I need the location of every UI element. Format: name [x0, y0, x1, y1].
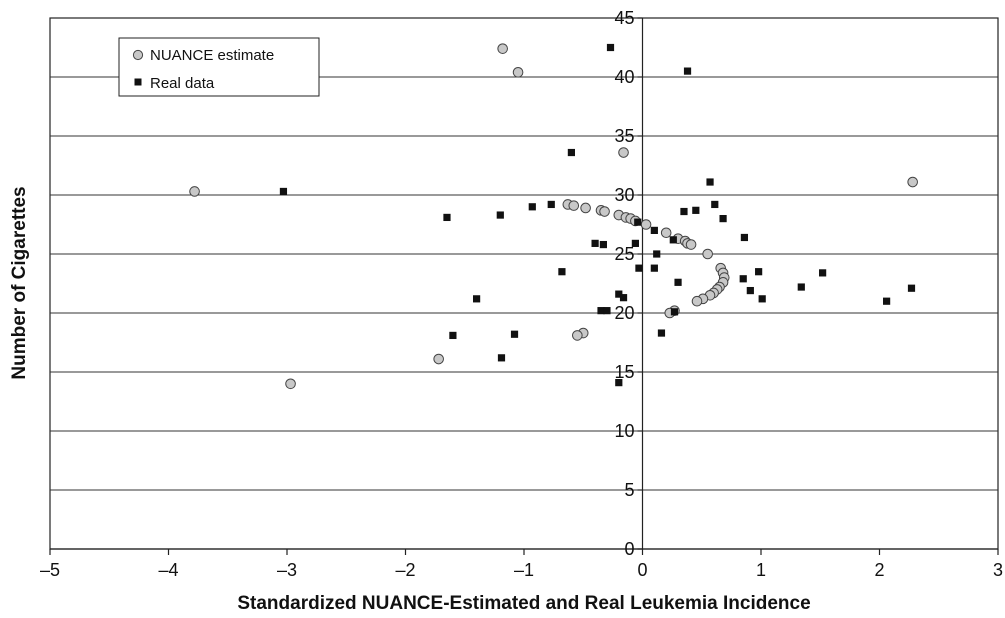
real-point-25: [755, 268, 763, 276]
nuance-point-15: [660, 227, 672, 239]
data-points: [189, 43, 918, 390]
real-point-29: [797, 283, 805, 291]
real-point-26: [819, 269, 827, 277]
real-point-41: [657, 329, 666, 337]
x-tick-label-7: 2: [874, 560, 884, 580]
axes: [49, 17, 999, 555]
x-tick-label-3: –2: [395, 560, 415, 580]
y-tick-label-3: 15: [614, 362, 634, 382]
y-tick-label-2: 10: [614, 421, 634, 441]
real-point-31: [473, 295, 481, 303]
gridlines: [50, 76, 998, 491]
legend-box: [118, 37, 320, 97]
real-point-30: [907, 284, 916, 292]
real-point-43: [615, 379, 623, 387]
nuance-point-3: [618, 147, 629, 158]
y-axis-title: Number of Cigarettes: [9, 186, 30, 379]
real-point-33: [619, 294, 628, 302]
real-point-17: [591, 239, 599, 247]
real-point-28: [746, 286, 754, 295]
y-tick-label-6: 30: [614, 185, 634, 205]
real-point-4: [706, 178, 714, 186]
y-tick-label-4: 20: [614, 303, 634, 323]
nuance-point-34: [572, 330, 583, 341]
real-point-5: [443, 213, 451, 222]
real-point-22: [635, 264, 643, 272]
real-point-24: [739, 275, 747, 283]
real-point-12: [680, 207, 688, 216]
y-tick-label-0: 0: [624, 539, 634, 559]
real-point-1: [683, 67, 692, 75]
nuance-point-19: [685, 239, 697, 250]
nuance-point-0: [497, 43, 508, 54]
x-tick-labels: –5 –4 –3 –2 –1 0 1 2 3: [40, 560, 1003, 580]
real-point-23: [650, 264, 658, 272]
real-point-36: [597, 307, 605, 315]
real-point-37: [603, 307, 611, 315]
y-tick-label-8: 40: [614, 67, 634, 87]
real-point-11: [692, 206, 700, 214]
real-point-7: [528, 203, 536, 211]
real-point-19: [631, 239, 639, 247]
real-point-3: [567, 148, 575, 157]
x-tick-label-5: 0: [637, 560, 647, 580]
x-tick-label-4: –1: [514, 560, 534, 580]
real-point-0: [606, 43, 615, 52]
real-point-20: [653, 250, 661, 258]
real-point-18: [599, 240, 607, 249]
real-point-35: [883, 297, 891, 305]
x-tick-label-8: 3: [993, 560, 1003, 580]
x-axis-title: Standardized NUANCE-Estimated and Real L…: [237, 593, 810, 614]
real-point-34: [758, 295, 766, 303]
nuance-point-9: [599, 206, 610, 217]
real-point-14: [650, 226, 658, 234]
legend-real-marker: [134, 78, 142, 86]
nuance-point-20: [702, 248, 713, 260]
y-tick-label-5: 25: [614, 244, 634, 264]
nuance-point-14: [640, 219, 652, 230]
nuance-point-6: [568, 200, 580, 211]
real-point-10: [711, 200, 719, 209]
real-point-16: [740, 233, 749, 242]
real-point-40: [510, 330, 519, 338]
legend-nuance-label: NUANCE estimate: [150, 47, 274, 64]
real-point-38: [670, 308, 679, 316]
nuance-point-30: [691, 295, 703, 307]
real-point-8: [547, 200, 555, 209]
real-point-6: [496, 211, 504, 219]
nuance-point-7: [580, 202, 591, 214]
real-point-32: [615, 290, 623, 298]
real-point-2: [279, 187, 288, 196]
plot-area: [49, 17, 999, 550]
nuance-point-35: [433, 353, 444, 365]
legend-nuance-marker: [132, 49, 144, 61]
real-point-39: [449, 331, 457, 340]
real-point-21: [558, 268, 566, 276]
nuance-point-1: [512, 66, 524, 78]
y-tick-label-1: 5: [624, 480, 634, 500]
real-point-13: [634, 218, 642, 226]
x-tick-label-0: –5: [40, 560, 60, 580]
x-tick-label-2: –3: [277, 560, 297, 580]
legend-real-label: Real data: [150, 75, 215, 92]
real-point-42: [497, 354, 506, 362]
real-point-27: [674, 278, 682, 286]
real-point-15: [669, 236, 677, 244]
y-tick-labels: 0 5 10 15 20 25 30 35 40 45: [614, 8, 634, 559]
x-tick-label-6: 1: [756, 560, 766, 580]
y-tick-label-7: 35: [614, 126, 634, 146]
x-tick-label-1: –4: [158, 560, 178, 580]
y-tick-label-9: 45: [614, 8, 634, 28]
legend: NUANCE estimate Real data: [118, 37, 320, 97]
real-point-9: [719, 215, 727, 223]
nuance-point-2: [189, 186, 200, 197]
nuance-point-4: [907, 176, 918, 188]
nuance-point-36: [285, 378, 296, 390]
